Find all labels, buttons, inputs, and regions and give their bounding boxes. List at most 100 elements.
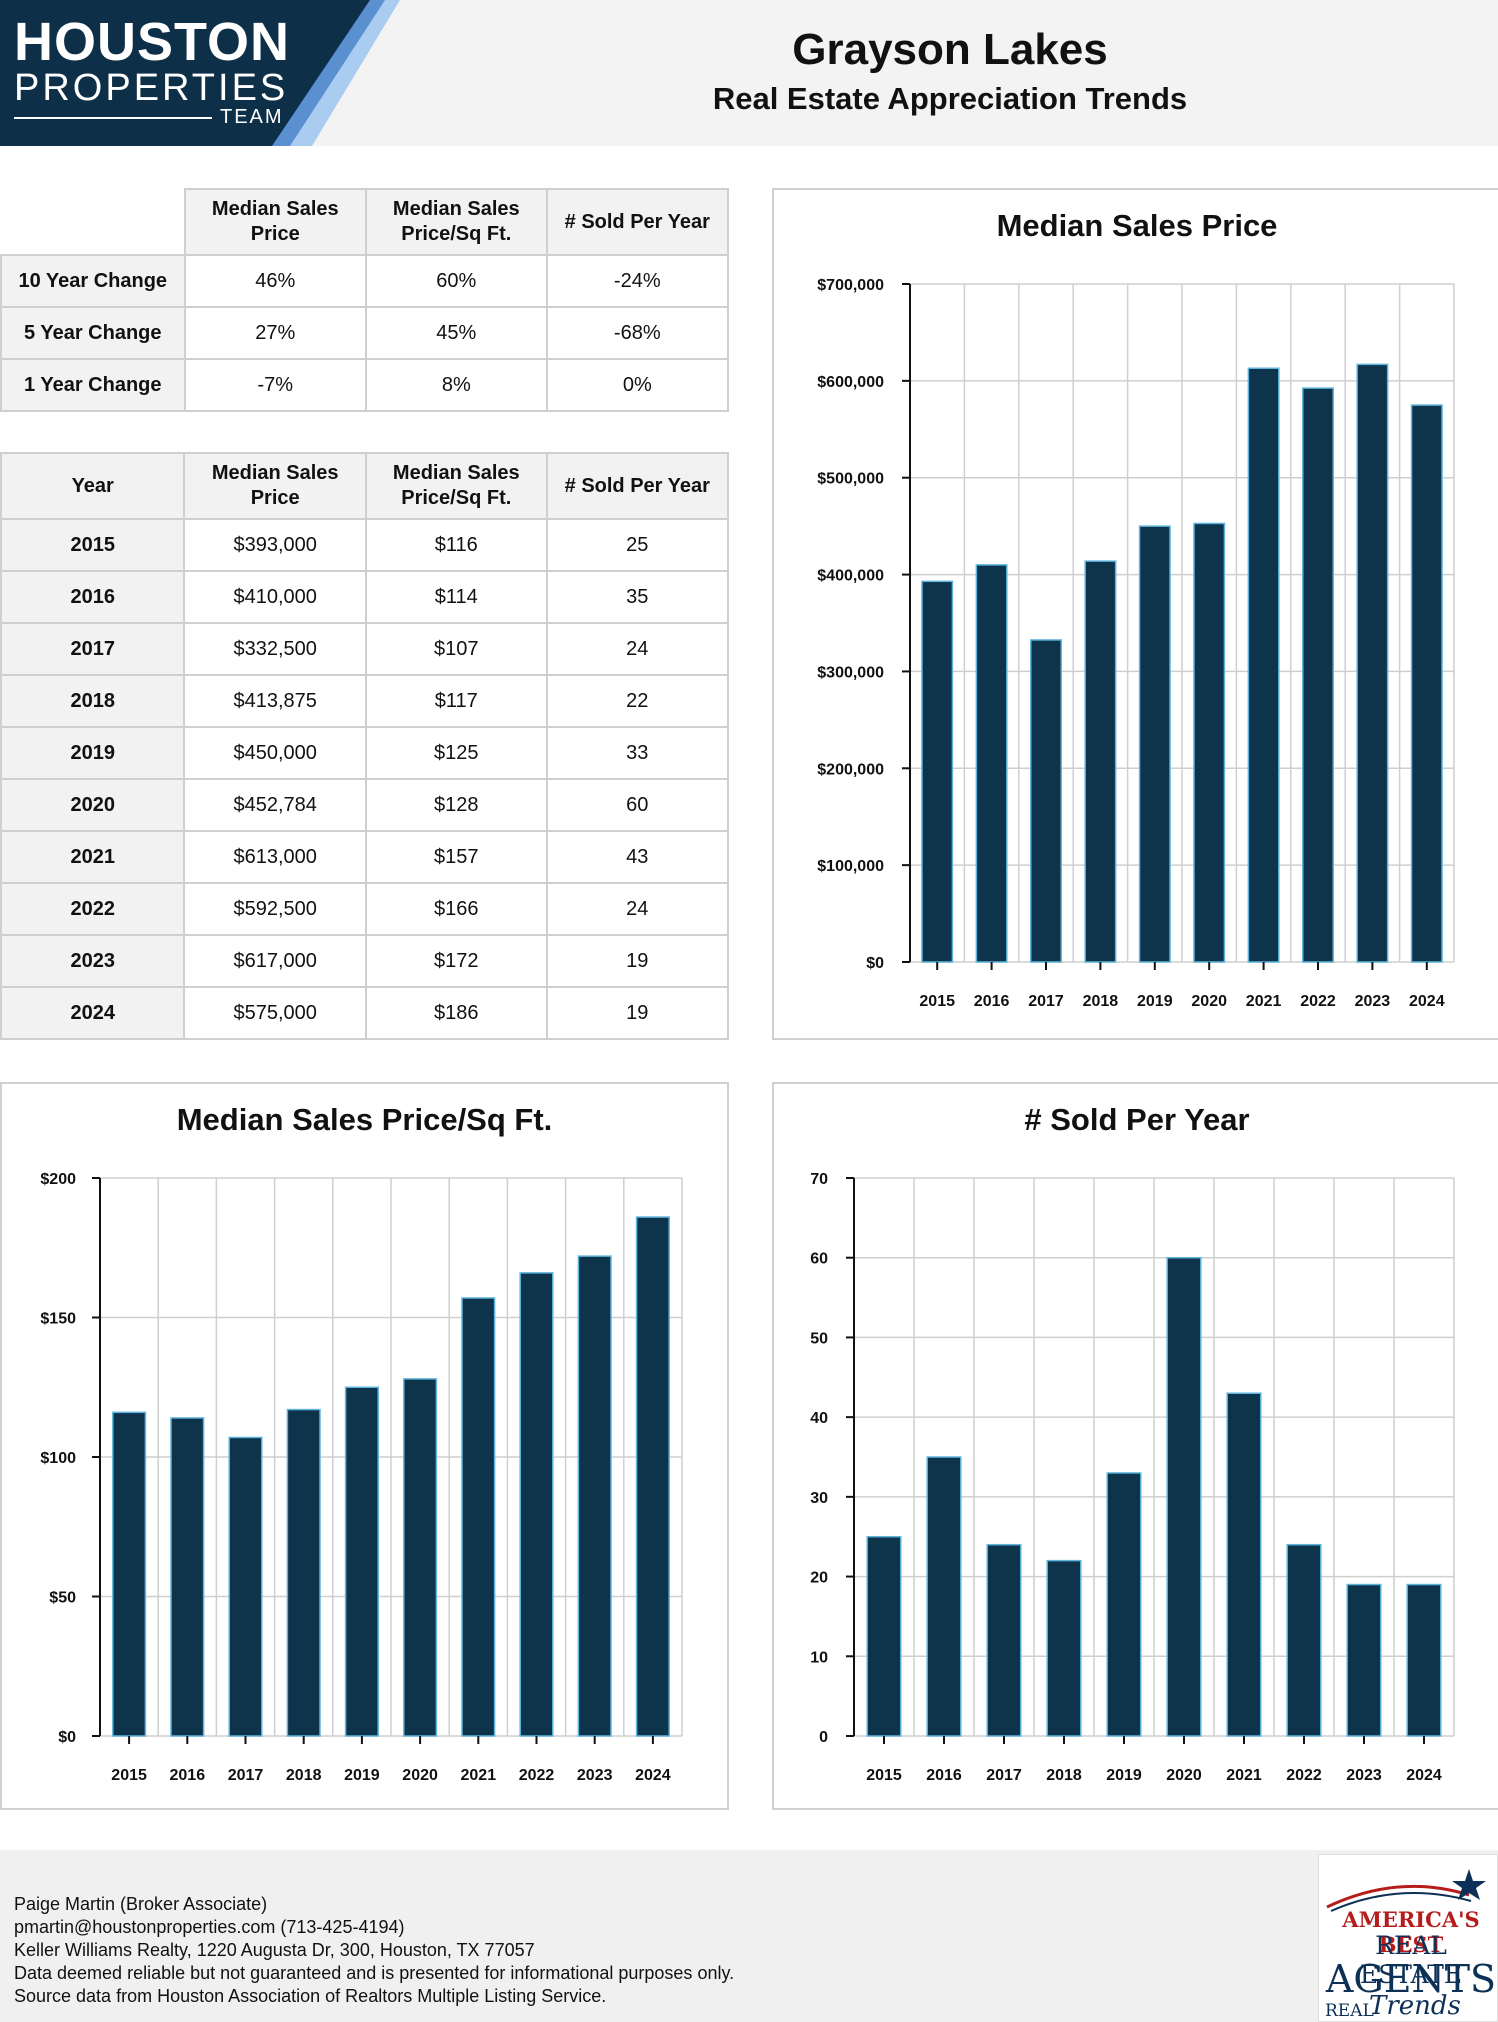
- column-header: Median Sales Price/Sq Ft.: [364, 452, 548, 520]
- sold-cell: 19: [545, 986, 730, 1040]
- x-tick-label: 2017: [1028, 993, 1064, 1010]
- y-tick-label: $50: [49, 1590, 76, 1607]
- table-cell: -7%: [183, 358, 368, 412]
- sold-cell: 22: [545, 674, 730, 728]
- sold-cell: 43: [545, 830, 730, 884]
- price-per-sqft-chart-panel: Median Sales Price/Sq Ft. $0 $50 $100 $150 $…: [0, 1082, 729, 1810]
- table-row: 2018 $413,875 $117 22: [0, 674, 730, 728]
- x-tick-label: 2024: [1406, 1767, 1442, 1784]
- price-cell: $613,000: [183, 830, 367, 884]
- bar-2021: [1226, 1392, 1262, 1737]
- x-tick-label: 2024: [635, 1767, 671, 1784]
- table-row: 2024 $575,000 $186 19: [0, 986, 730, 1040]
- median-price-chart: $0 $100,000 $200,000 $300,000 $400,000 $500,0…: [817, 277, 1455, 1010]
- sold-cell: 60: [545, 778, 730, 832]
- x-tick-label: 2015: [111, 1767, 147, 1784]
- column-header: # Sold Per Year: [545, 452, 730, 520]
- x-tick-label: 2018: [286, 1767, 322, 1784]
- bar-2016: [170, 1417, 205, 1737]
- table-row: 1 Year Change -7% 8% 0%: [0, 358, 730, 412]
- sqft-cell: $125: [364, 726, 548, 780]
- y-tick-label: $150: [40, 1311, 76, 1328]
- bar-2023: [1346, 1583, 1382, 1737]
- price-cell: $452,784: [183, 778, 367, 832]
- y-tick-label: $200,000: [817, 761, 884, 778]
- y-tick-label: 20: [810, 1570, 828, 1587]
- column-header: Median Sales Price: [183, 452, 367, 520]
- y-tick-label: 70: [810, 1171, 828, 1188]
- sold-cell: 35: [545, 570, 730, 624]
- table-row: 2022 $592,500 $166 24: [0, 882, 730, 936]
- badge-trends: Trends: [1369, 1991, 1461, 2021]
- table-header-row: Year Median Sales Price Median Sales Pri…: [0, 452, 730, 520]
- bar-2022: [1286, 1543, 1322, 1737]
- sqft-cell: $157: [364, 830, 548, 884]
- year-cell: 2017: [0, 622, 186, 676]
- y-tick-label: $400,000: [817, 568, 884, 585]
- bar-2022: [1302, 387, 1334, 963]
- bar-2023: [1356, 363, 1389, 963]
- x-tick-label: 2018: [1083, 993, 1119, 1010]
- year-cell: 2018: [0, 674, 186, 728]
- y-tick-label: $0: [866, 955, 884, 972]
- column-header: Median Sales Price/Sq Ft.: [365, 188, 548, 256]
- sold-cell: 33: [545, 726, 730, 780]
- y-tick-label: 30: [810, 1490, 828, 1507]
- sqft-cell: $128: [364, 778, 548, 832]
- x-tick-label: 2022: [1300, 993, 1336, 1010]
- disclaimer: Data deemed reliable but not guaranteed …: [14, 1963, 735, 1983]
- x-tick-label: 2022: [1286, 1767, 1322, 1784]
- bar-2016: [975, 564, 1008, 963]
- americas-best-agents-badge: AMERICA'S BEST REAL ESTATE AGENTS REAL T…: [1318, 1854, 1498, 2022]
- year-cell: 2019: [0, 726, 186, 780]
- chart-title: # Sold Per Year: [1024, 1102, 1250, 1137]
- bar-2015: [112, 1411, 147, 1737]
- houston-properties-logo[interactable]: HOUSTON PROPERTIES TEAM: [0, 0, 410, 146]
- price-cell: $413,875: [183, 674, 367, 728]
- change-summary-table: Median Sales Price Median Sales Price/Sq…: [0, 188, 730, 412]
- year-cell: 2024: [0, 986, 186, 1040]
- row-label: 10 Year Change: [0, 254, 186, 308]
- y-tick-label: 10: [810, 1649, 828, 1666]
- bar-2024: [635, 1216, 670, 1737]
- bar-2017: [228, 1436, 263, 1737]
- bar-2015: [866, 1535, 902, 1737]
- bar-2018: [1084, 560, 1117, 963]
- x-tick-label: 2015: [866, 1767, 902, 1784]
- x-tick-label: 2024: [1409, 993, 1445, 1010]
- bar-2017: [1030, 639, 1062, 963]
- x-tick-label: 2019: [1137, 993, 1173, 1010]
- table-cell: 45%: [365, 306, 548, 360]
- bar-2024: [1406, 1583, 1442, 1737]
- y-tick-label: $600,000: [817, 374, 884, 391]
- bar-2018: [286, 1408, 321, 1737]
- badge-real: REAL: [1325, 2001, 1374, 2021]
- table-cell: 46%: [183, 254, 368, 308]
- table-row: 2020 $452,784 $128 60: [0, 778, 730, 832]
- bar-2021: [1247, 367, 1280, 963]
- x-tick-label: 2023: [1355, 993, 1391, 1010]
- table-cell: -24%: [545, 254, 730, 308]
- sold-per-year-chart: 0 10 20 30 40 50 60 70 2015 2016 2017 2018 2019 2020 2…: [810, 1171, 1455, 1784]
- y-tick-label: $700,000: [817, 277, 884, 294]
- x-tick-label: 2020: [1166, 1767, 1202, 1784]
- table-corner: [1, 189, 186, 256]
- contact-info: Paige Martin (Broker Associate) pmartin@…: [14, 1893, 734, 2008]
- year-cell: 2021: [0, 830, 186, 884]
- star-icon: [1452, 1869, 1486, 1900]
- agent-email-phone[interactable]: pmartin@houstonproperties.com (713-425-4…: [14, 1917, 405, 1937]
- median-price-chart-panel: Median Sales Price $0 $100,000 $200,000 $30…: [772, 188, 1498, 1040]
- x-tick-label: 2016: [926, 1767, 962, 1784]
- logo-navy-panel: [0, 0, 370, 146]
- y-tick-label: $100,000: [817, 858, 884, 875]
- agent-name: Paige Martin (Broker Associate): [14, 1894, 268, 1914]
- bar-2021: [461, 1297, 496, 1737]
- table-cell: 8%: [365, 358, 548, 412]
- sold-cell: 24: [545, 882, 730, 936]
- y-tick-label: $500,000: [817, 471, 884, 488]
- logo-team: TEAM: [220, 106, 284, 128]
- sqft-cell: $107: [364, 622, 548, 676]
- bar-2023: [577, 1255, 612, 1737]
- price-cell: $575,000: [183, 986, 367, 1040]
- bar-2022: [519, 1272, 554, 1737]
